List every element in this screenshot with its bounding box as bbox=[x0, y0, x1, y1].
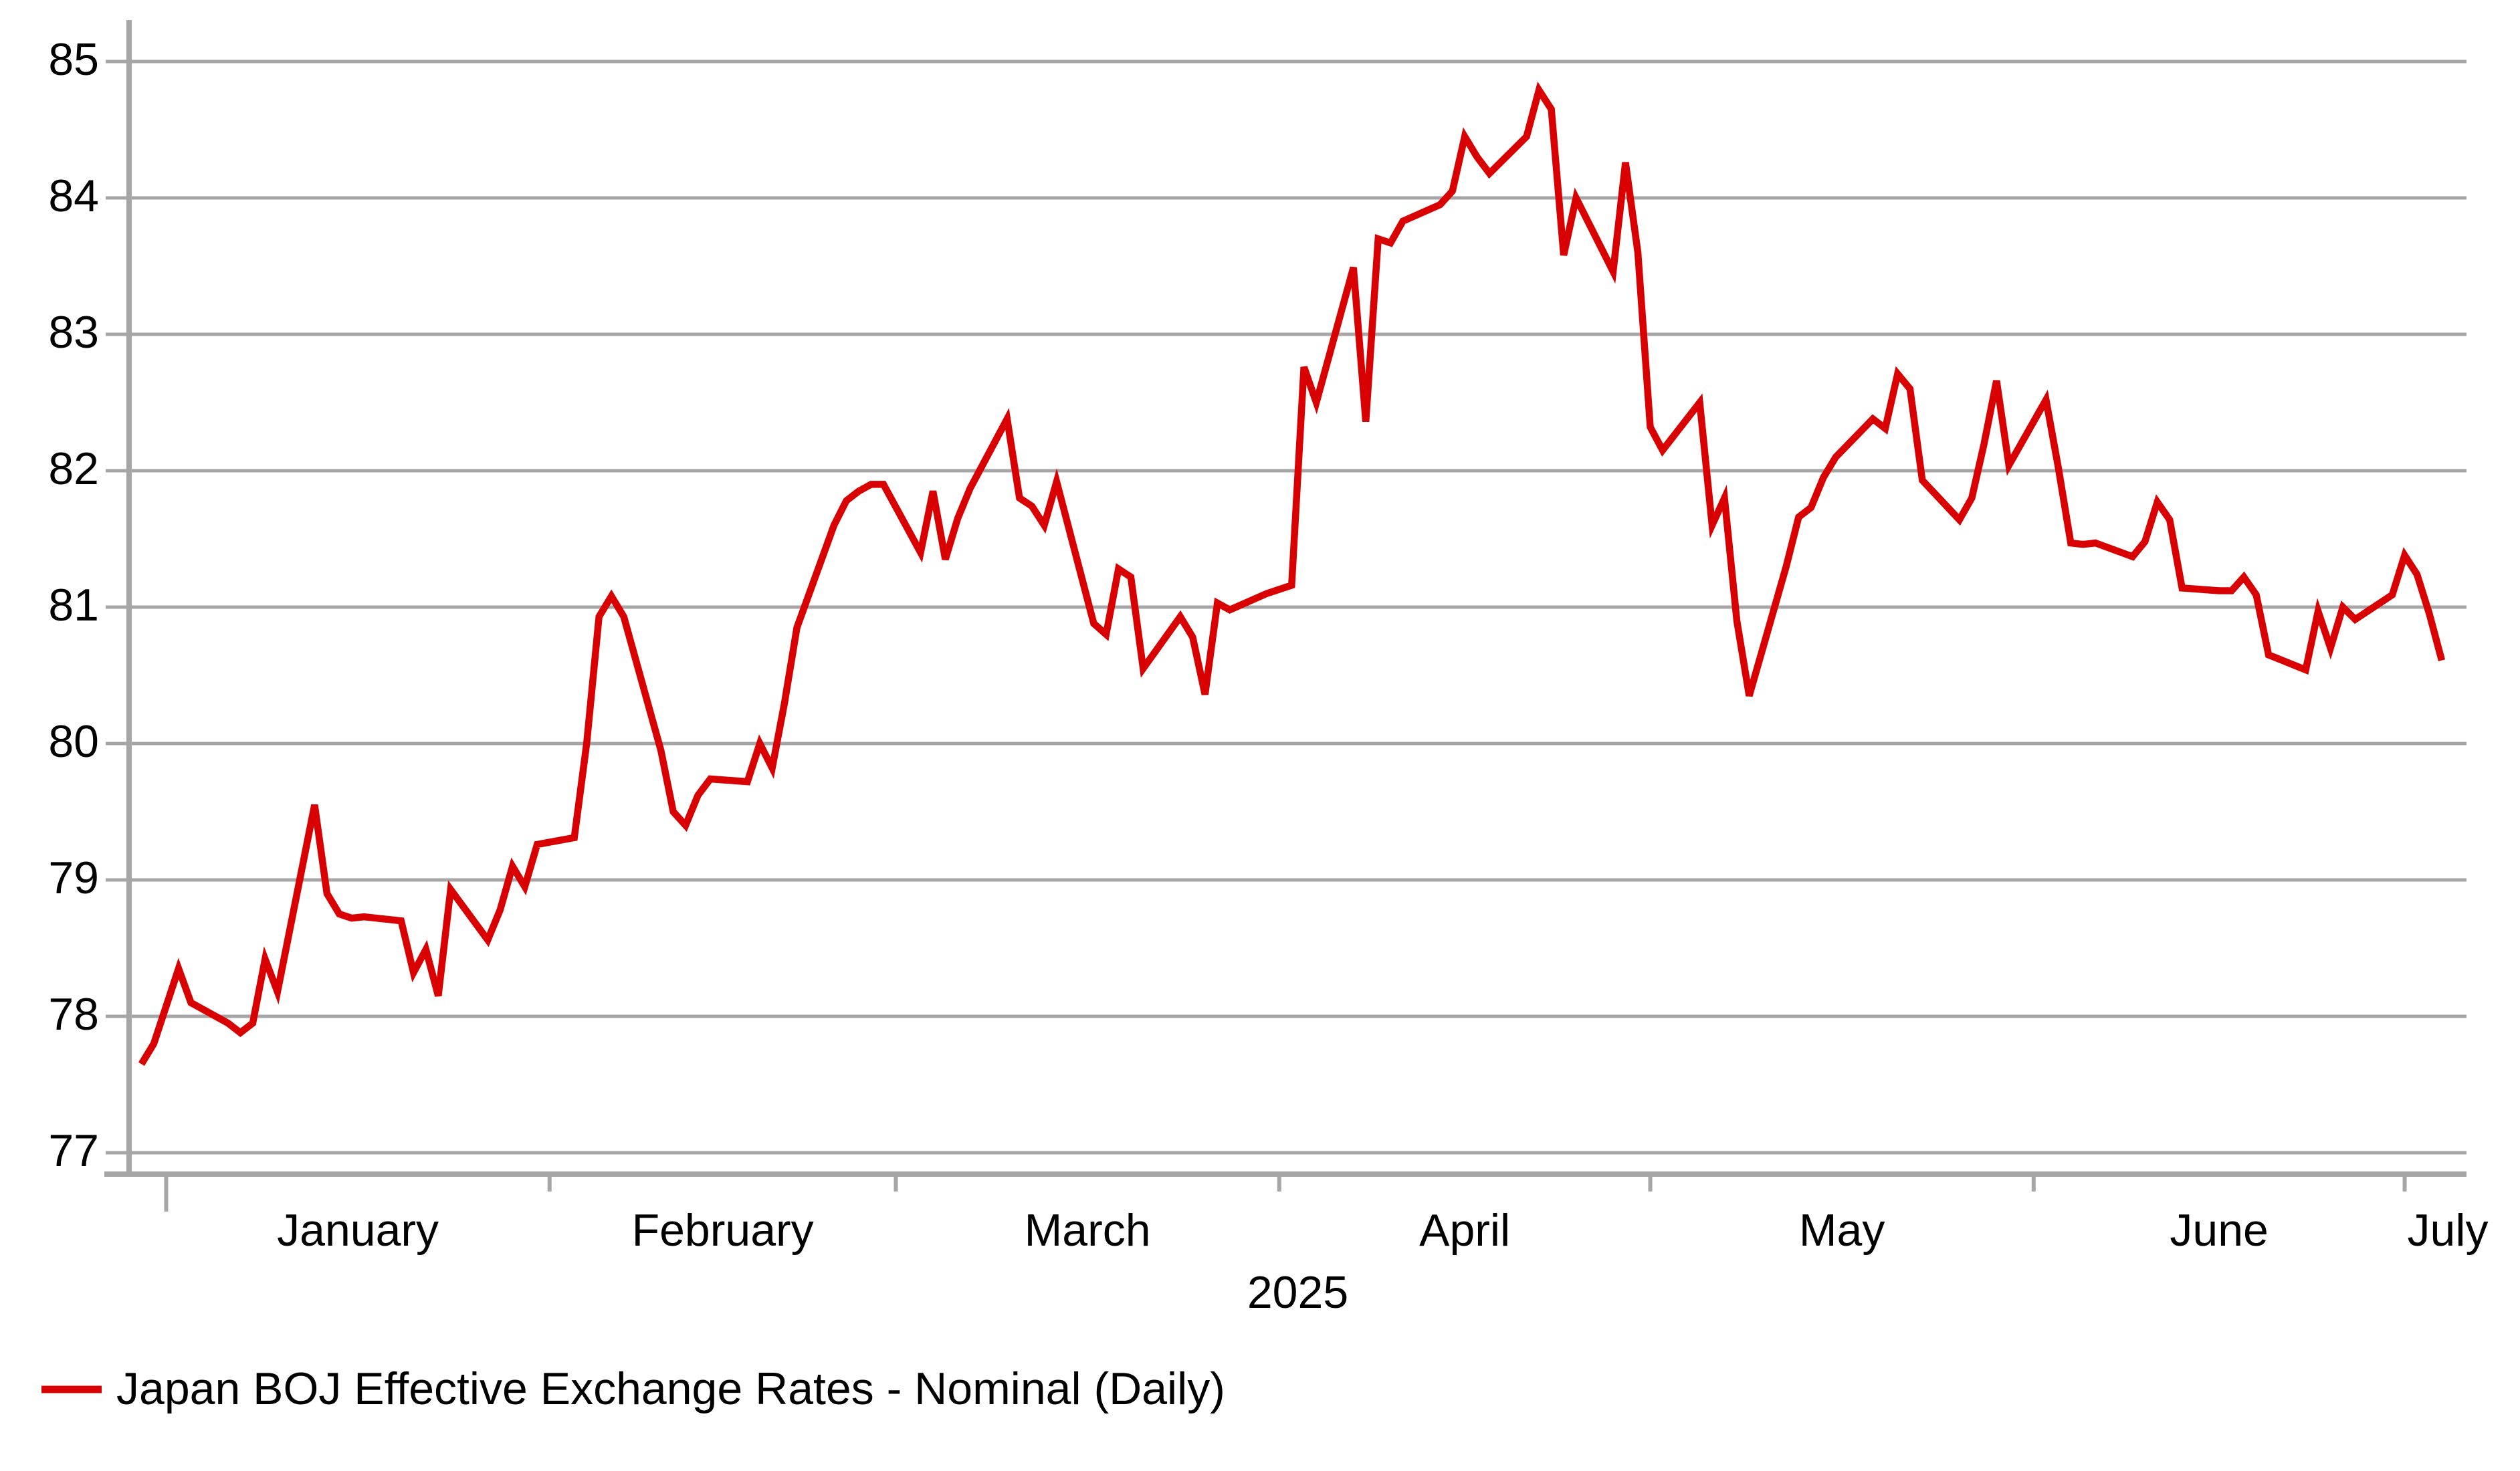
y-tick-label-82: 82 bbox=[48, 443, 99, 494]
y-axis-tick-labels: 77 78 79 80 81 82 83 84 85 bbox=[48, 34, 99, 1176]
x-tick-label-may: May bbox=[1799, 1205, 1885, 1256]
line-series-group bbox=[138, 82, 2446, 1066]
x-tick-label-july: July bbox=[2408, 1205, 2489, 1256]
x-tick-label-march: March bbox=[1025, 1205, 1151, 1256]
axes bbox=[104, 20, 2466, 1212]
x-axis-year-label: 2025 bbox=[1247, 1267, 1348, 1318]
y-tick-label-84: 84 bbox=[48, 171, 99, 221]
x-tick-label-april: April bbox=[1419, 1205, 1510, 1256]
legend: Japan BOJ Effective Exchange Rates - Nom… bbox=[41, 1363, 1225, 1414]
y-tick-label-78: 78 bbox=[48, 989, 99, 1040]
x-axis-month-labels: January February March April May June July bbox=[277, 1205, 2488, 1256]
y-tick-label-77: 77 bbox=[48, 1125, 99, 1176]
series-line-japan-boj-neer bbox=[138, 82, 2446, 1066]
y-tick-label-81: 81 bbox=[48, 580, 99, 631]
y-tick-label-83: 83 bbox=[48, 307, 99, 358]
x-tick-label-june: June bbox=[2170, 1205, 2268, 1256]
y-tick-label-85: 85 bbox=[48, 34, 99, 85]
gridlines bbox=[106, 60, 2466, 1155]
x-tick-label-january: January bbox=[277, 1205, 439, 1256]
legend-series-label: Japan BOJ Effective Exchange Rates - Nom… bbox=[116, 1363, 1225, 1414]
y-tick-label-79: 79 bbox=[48, 853, 99, 903]
x-tick-label-february: February bbox=[632, 1205, 814, 1256]
y-tick-label-80: 80 bbox=[48, 716, 99, 767]
